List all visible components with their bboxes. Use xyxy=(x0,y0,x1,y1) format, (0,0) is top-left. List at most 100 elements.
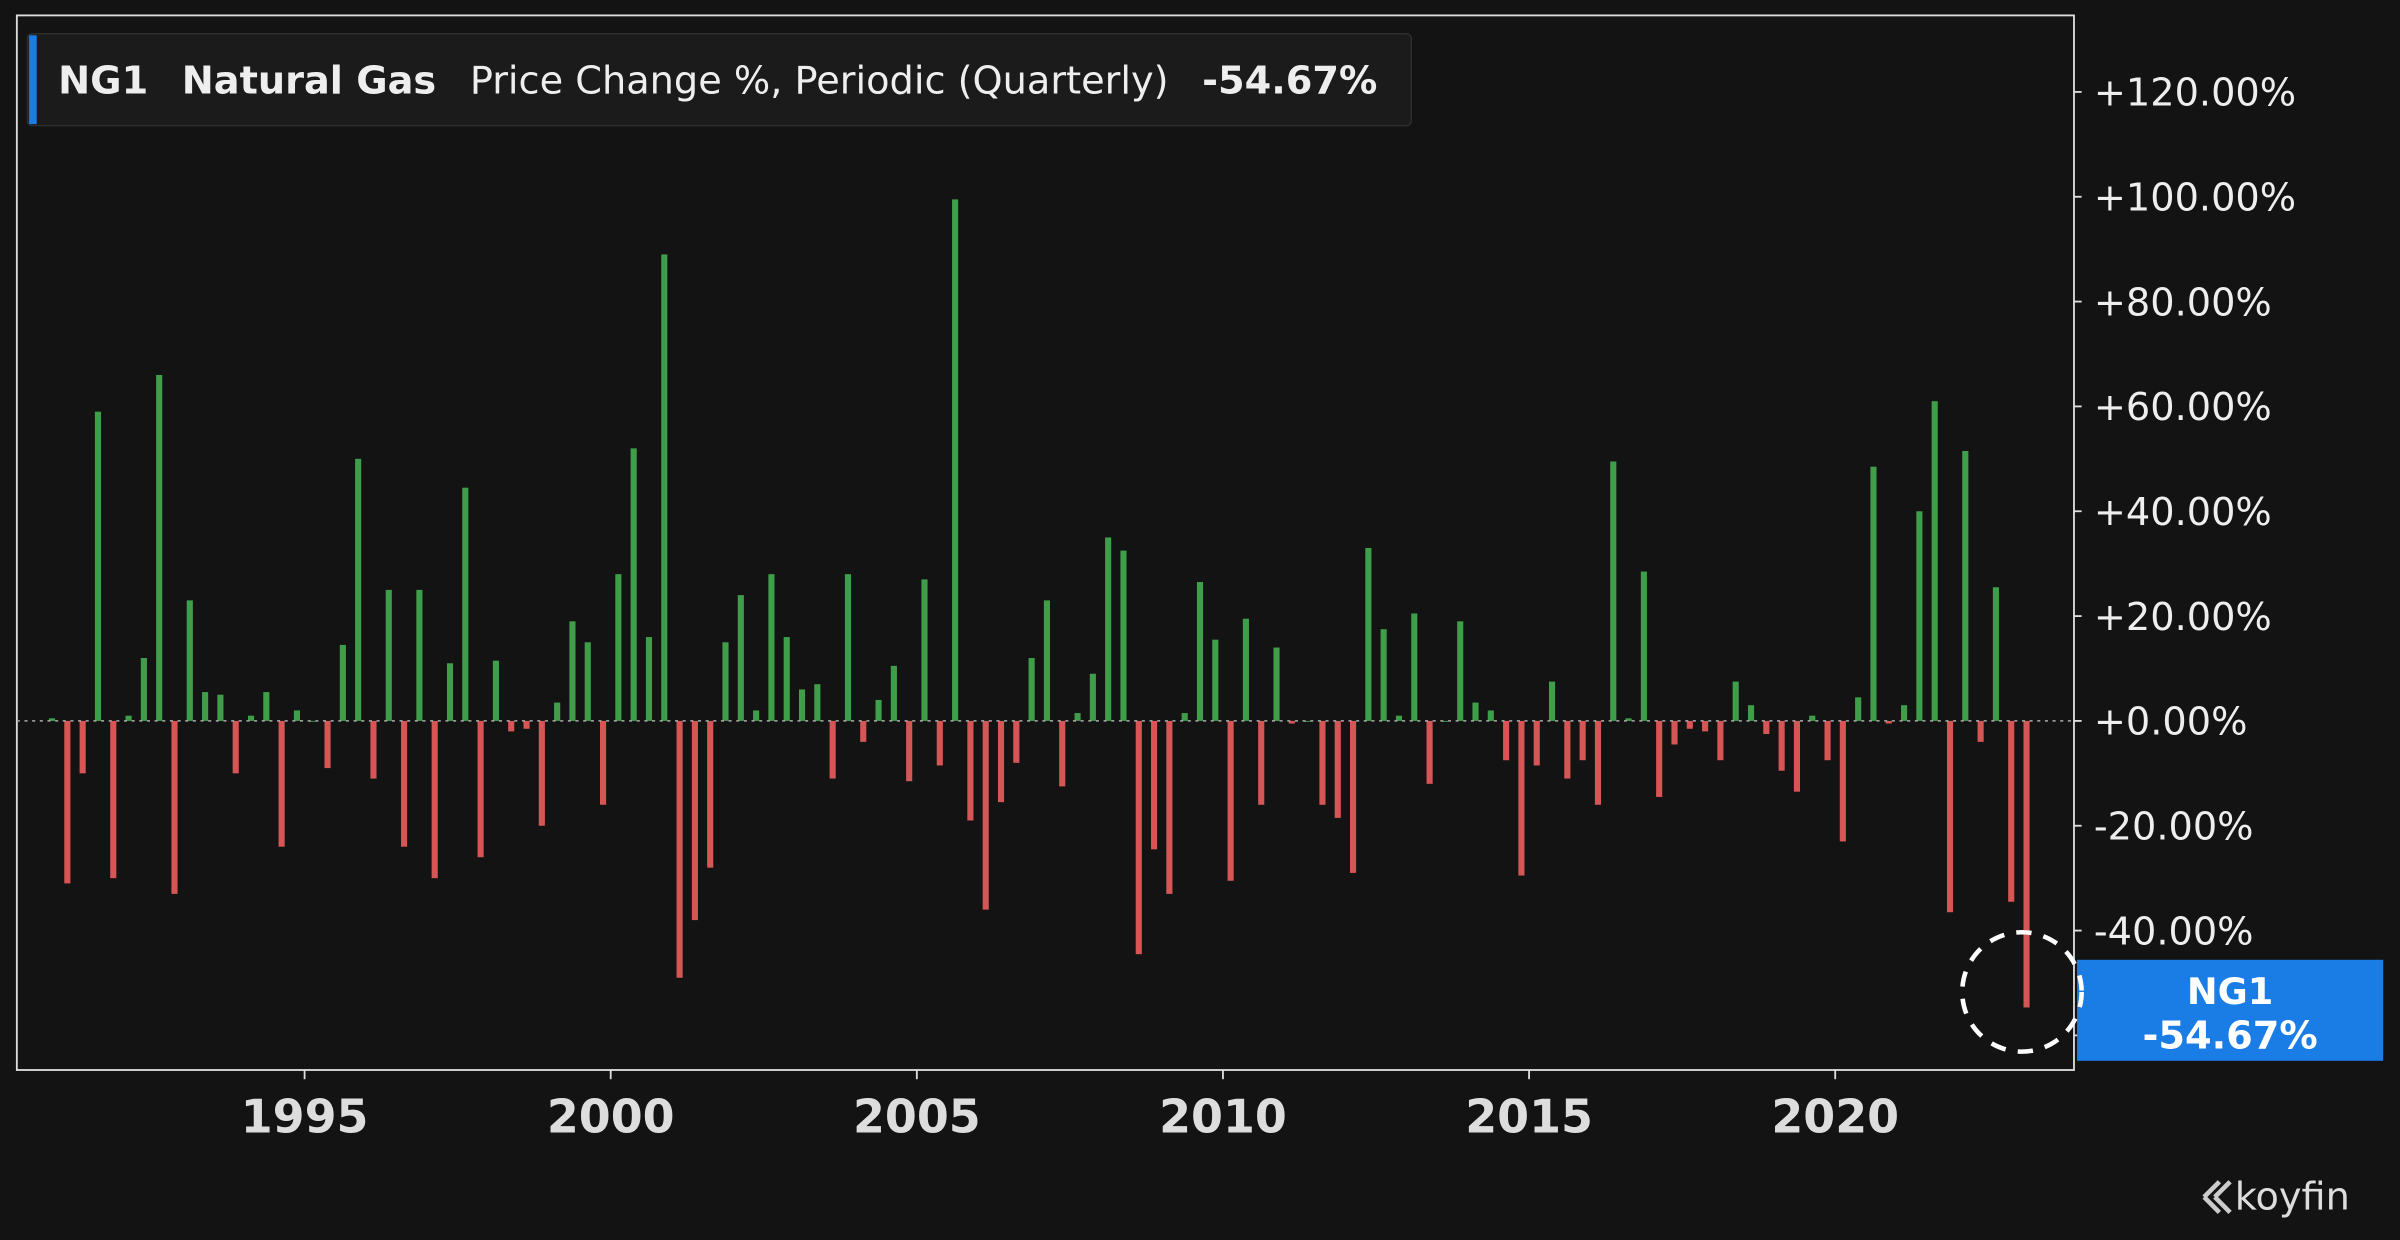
bar xyxy=(385,589,392,721)
bar xyxy=(676,720,683,978)
bar xyxy=(1579,720,1586,761)
bar xyxy=(492,660,499,721)
y-tick-label: +100.00% xyxy=(2094,176,2296,221)
legend-box xyxy=(26,33,1412,127)
bar xyxy=(1962,450,1969,721)
bar xyxy=(1166,720,1173,894)
bar xyxy=(1472,702,1479,721)
bar xyxy=(737,595,744,721)
bar xyxy=(1212,639,1219,721)
bar xyxy=(783,637,790,721)
bar xyxy=(584,642,591,721)
x-axis: 1995 2000 2005 2010 2015 2020 xyxy=(241,1070,1899,1144)
y-tick-label: +0.00% xyxy=(2094,700,2248,745)
bar xyxy=(1457,621,1464,721)
bar xyxy=(355,458,362,721)
bar xyxy=(1304,720,1311,722)
bar xyxy=(569,621,576,721)
x-tick-label: 1995 xyxy=(241,1090,369,1144)
bar xyxy=(278,720,285,847)
bar xyxy=(1732,681,1739,721)
bars xyxy=(16,199,2074,1008)
bar xyxy=(202,692,209,721)
x-tick-label: 2000 xyxy=(547,1090,675,1144)
bar xyxy=(982,720,989,910)
bar xyxy=(370,720,377,779)
bar xyxy=(140,658,147,721)
bar xyxy=(661,254,668,721)
bar xyxy=(64,720,71,884)
series-name: Natural Gas xyxy=(182,58,436,103)
bar xyxy=(1120,550,1127,721)
bar xyxy=(523,720,530,729)
bar xyxy=(1242,618,1249,721)
bar xyxy=(1334,720,1341,818)
bar xyxy=(1273,647,1280,721)
bar xyxy=(1594,720,1602,805)
bar xyxy=(890,665,897,721)
bar xyxy=(1135,720,1142,955)
bar xyxy=(1258,720,1265,805)
bar xyxy=(1380,629,1387,721)
bar xyxy=(952,199,959,721)
bar xyxy=(906,720,913,782)
bar xyxy=(1319,720,1326,805)
bar xyxy=(1441,720,1448,722)
bar xyxy=(1089,673,1096,721)
bar xyxy=(1671,720,1678,745)
bar xyxy=(722,642,729,721)
bar xyxy=(1548,681,1556,721)
bar xyxy=(645,637,653,721)
bar xyxy=(1487,710,1494,721)
bar xyxy=(1747,705,1755,721)
bar xyxy=(997,720,1005,803)
bar xyxy=(48,718,56,721)
bar xyxy=(79,720,86,774)
bar xyxy=(921,579,928,721)
y-tick-label: +60.00% xyxy=(2094,385,2272,430)
bar xyxy=(1793,720,1800,792)
bar xyxy=(554,702,561,721)
bar xyxy=(2008,720,2015,902)
legend: NG1 Natural Gas Price Change %, Periodic… xyxy=(58,58,1377,103)
bar xyxy=(1931,401,1938,721)
bar xyxy=(1196,582,1204,721)
bar xyxy=(232,720,239,774)
bar xyxy=(1074,713,1081,721)
bar xyxy=(630,448,637,721)
bar xyxy=(1105,537,1112,721)
logo-icon xyxy=(2202,1180,2232,1214)
bar xyxy=(1855,697,1862,721)
bar xyxy=(94,411,102,721)
bar xyxy=(339,644,346,721)
bar xyxy=(707,720,714,868)
bar xyxy=(1870,466,1877,721)
bar xyxy=(1365,547,1372,721)
last-value: -54.67% xyxy=(1202,58,1377,103)
bar xyxy=(844,574,852,721)
y-tick-label: +120.00% xyxy=(2094,71,2296,116)
x-tick-label: 2005 xyxy=(853,1090,981,1144)
bar xyxy=(1518,720,1525,876)
bar xyxy=(768,574,775,721)
bar xyxy=(309,720,316,722)
chart-title: Price Change %, Periodic (Quarterly) xyxy=(470,58,1169,103)
bar xyxy=(1640,571,1647,721)
legend-accent xyxy=(29,35,37,125)
bar xyxy=(798,689,806,721)
badge-value: -54.67% xyxy=(2143,1014,2318,1059)
bar xyxy=(1227,720,1234,881)
bar xyxy=(1503,720,1510,761)
bar xyxy=(1977,720,1984,742)
y-tick-label: +20.00% xyxy=(2094,595,2272,640)
bar xyxy=(2023,720,2030,1008)
bar xyxy=(1916,511,1923,721)
bar xyxy=(875,699,882,721)
bar xyxy=(156,374,163,721)
bar xyxy=(508,720,515,732)
plot-frame xyxy=(15,14,2075,1071)
y-tick-label: -20.00% xyxy=(2094,805,2254,850)
bar xyxy=(416,589,423,721)
bar xyxy=(446,663,454,721)
